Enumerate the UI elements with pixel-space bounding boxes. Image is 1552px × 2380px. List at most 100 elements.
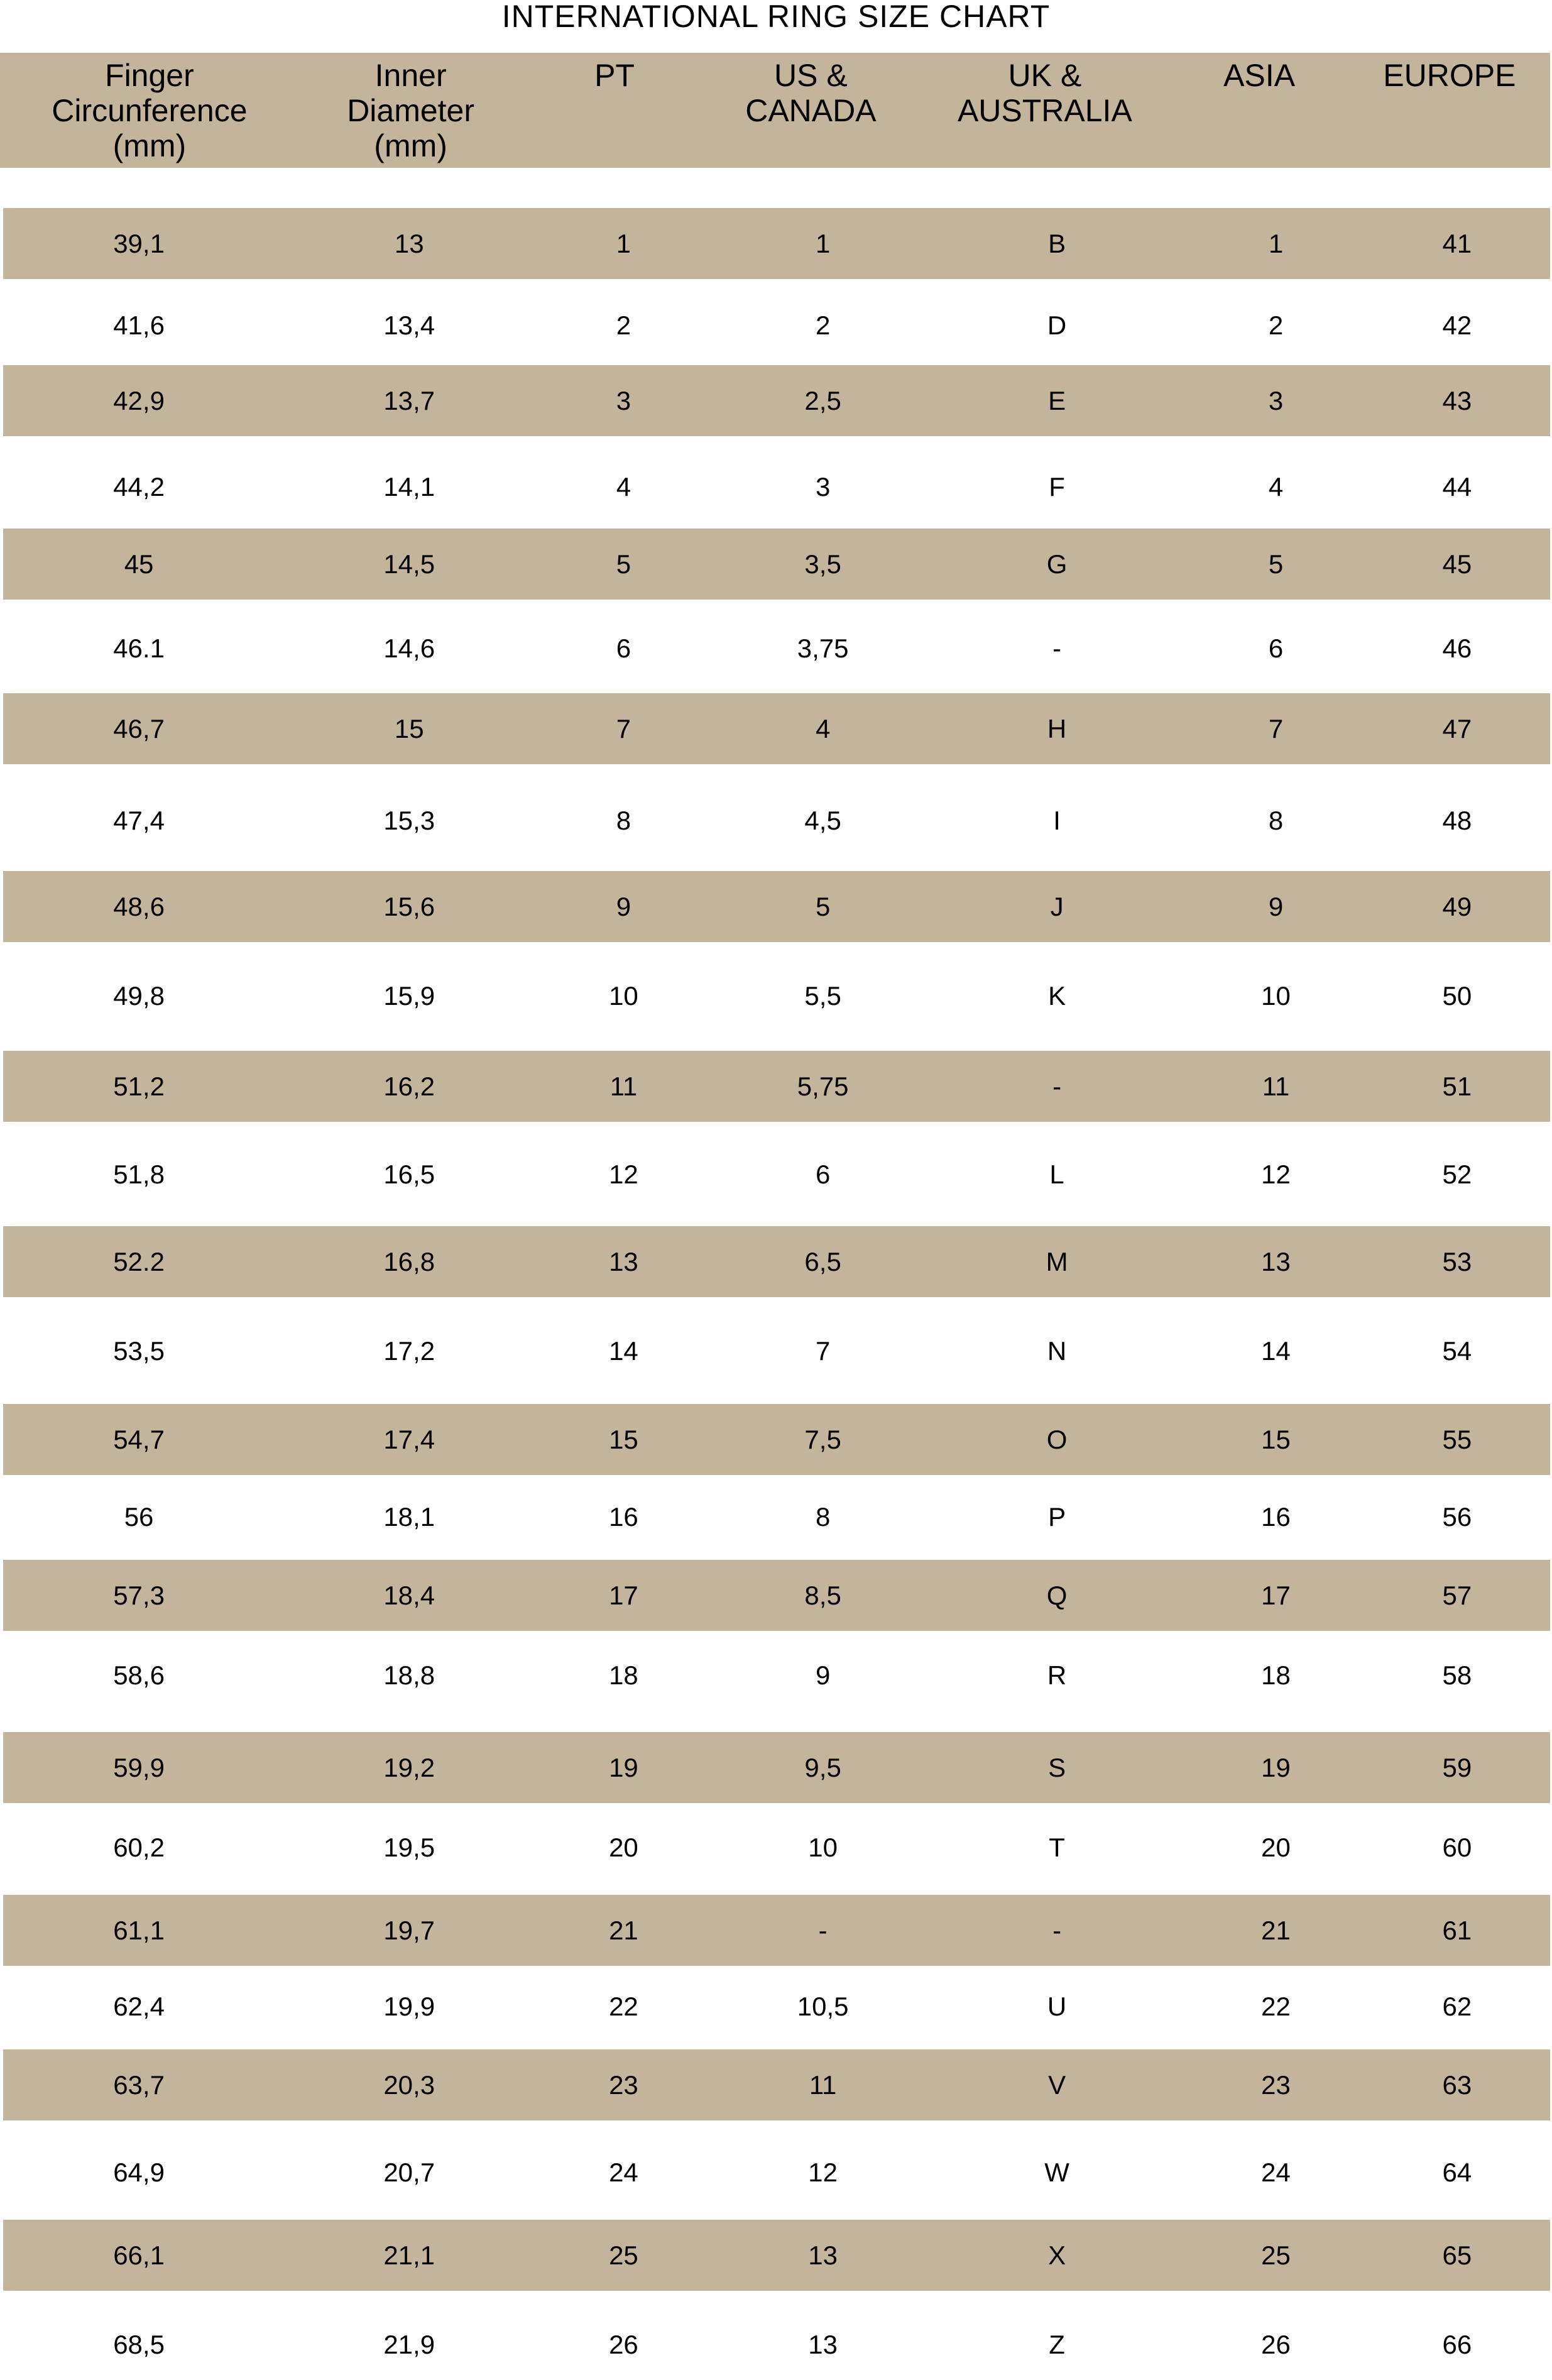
cell-asia: 11	[1262, 1072, 1290, 1102]
cell-inner-diameter: 18,8	[383, 1660, 435, 1691]
table-row: 47,4 15,3 8 4,5 I 8 48	[3, 785, 1550, 856]
cell-finger-circumference: 48,6	[113, 892, 165, 922]
cell-us-canada: 9,5	[804, 1752, 841, 1782]
cell-us-canada: 10,5	[797, 1991, 849, 2021]
cell-finger-circumference: 45	[124, 549, 154, 579]
cell-uk-australia: I	[1053, 806, 1061, 836]
cell-uk-australia: Q	[1046, 1580, 1068, 1610]
cell-us-canada: 6,5	[804, 1246, 841, 1276]
cell-inner-diameter: 14,5	[383, 549, 435, 579]
cell-us-canada: 5,5	[804, 980, 841, 1011]
table-row: 46.1 14,6 6 3,75 - 6 46	[3, 613, 1550, 684]
cell-asia: 7	[1268, 713, 1284, 743]
cell-pt: 8	[616, 806, 631, 836]
cell-inner-diameter: 14,6	[383, 633, 435, 664]
table-row: 53,5 17,2 14 7 N 14 54	[3, 1315, 1550, 1386]
cell-finger-circumference: 39,1	[113, 229, 165, 259]
cell-asia: 21	[1261, 1916, 1291, 1946]
cell-finger-circumference: 47,4	[113, 806, 165, 836]
cell-inner-diameter: 14,1	[383, 472, 435, 502]
cell-inner-diameter: 17,4	[383, 1425, 435, 1455]
cell-pt: 21	[609, 1916, 638, 1946]
cell-finger-circumference: 52.2	[113, 1246, 165, 1276]
table-row: 51,8 16,5 12 6 L 12 52	[3, 1139, 1550, 1210]
cell-finger-circumference: 63,7	[113, 2070, 165, 2100]
cell-us-canada: 4,5	[804, 806, 841, 836]
cell-uk-australia: M	[1046, 1246, 1068, 1276]
table-row: 61,1 19,7 21 - - 21 61	[3, 1895, 1550, 1966]
cell-uk-australia: S	[1048, 1752, 1066, 1782]
cell-pt: 9	[616, 892, 631, 922]
cell-pt: 3	[616, 386, 631, 416]
cell-finger-circumference: 51,8	[113, 1159, 165, 1189]
cell-uk-australia: E	[1048, 386, 1066, 416]
cell-finger-circumference: 61,1	[113, 1916, 165, 1946]
cell-europe: 50	[1442, 980, 1472, 1011]
cell-pt: 15	[609, 1425, 638, 1455]
table-row: 63,7 20,3 23 11 V 23 63	[3, 2049, 1550, 2120]
cell-asia: 2	[1268, 310, 1284, 341]
cell-inner-diameter: 16,2	[383, 1072, 435, 1102]
cell-inner-diameter: 15,3	[383, 806, 435, 836]
cell-uk-australia: -	[1052, 1072, 1062, 1102]
table-row: 66,1 21,1 25 13 X 25 65	[3, 2220, 1550, 2291]
cell-asia: 16	[1261, 1502, 1291, 1532]
column-header-finger-circumference: Finger Circunference (mm)	[52, 58, 248, 163]
cell-europe: 57	[1442, 1580, 1472, 1610]
table-row: 42,9 13,7 3 2,5 E 3 43	[3, 365, 1550, 437]
cell-us-canada: 3	[815, 472, 831, 502]
cell-uk-australia: J	[1050, 892, 1064, 922]
cell-asia: 6	[1268, 633, 1284, 664]
cell-inner-diameter: 15,6	[383, 892, 435, 922]
cell-us-canada: 2	[815, 310, 831, 341]
table-row: 68,5 21,9 26 13 Z 26 66	[3, 2309, 1550, 2380]
cell-inner-diameter: 13,4	[383, 310, 435, 341]
cell-pt: 10	[609, 980, 638, 1011]
cell-uk-australia: K	[1048, 980, 1066, 1011]
table-row: 56 18,1 16 8 P 16 56	[3, 1481, 1550, 1552]
cell-us-canada: 13	[808, 2329, 838, 2359]
cell-pt: 7	[616, 713, 631, 743]
column-header-pt: PT	[594, 58, 635, 93]
cell-europe: 61	[1442, 1916, 1472, 1946]
cell-us-canada: 12	[808, 2157, 838, 2187]
cell-pt: 5	[616, 549, 631, 579]
cell-us-canada: 5,75	[797, 1072, 849, 1102]
cell-finger-circumference: 44,2	[113, 472, 165, 502]
cell-inner-diameter: 19,9	[383, 1991, 435, 2021]
cell-uk-australia: X	[1048, 2240, 1066, 2271]
cell-pt: 2	[616, 310, 631, 341]
table-row: 41,6 13,4 2 2 D 2 42	[3, 290, 1550, 361]
cell-asia: 1	[1268, 229, 1284, 259]
cell-finger-circumference: 51,2	[113, 1072, 165, 1102]
cell-pt: 24	[609, 2157, 638, 2187]
table-row: 51,2 16,2 11 5,75 - 11 51	[3, 1051, 1550, 1122]
cell-pt: 19	[609, 1752, 638, 1782]
cell-uk-australia: P	[1048, 1502, 1066, 1532]
cell-finger-circumference: 59,9	[113, 1752, 165, 1782]
cell-europe: 42	[1442, 310, 1472, 341]
cell-asia: 13	[1261, 1246, 1291, 1276]
cell-uk-australia: T	[1049, 1833, 1065, 1863]
cell-europe: 47	[1442, 713, 1472, 743]
cell-pt: 1	[616, 229, 631, 259]
cell-finger-circumference: 58,6	[113, 1660, 165, 1691]
cell-uk-australia: Z	[1049, 2329, 1065, 2359]
table-row: 49,8 15,9 10 5,5 K 10 50	[3, 960, 1550, 1031]
cell-uk-australia: H	[1047, 713, 1067, 743]
cell-europe: 55	[1442, 1425, 1472, 1455]
cell-uk-australia: F	[1049, 472, 1065, 502]
cell-us-canada: 4	[815, 713, 831, 743]
cell-uk-australia: R	[1047, 1660, 1067, 1691]
cell-europe: 46	[1442, 633, 1472, 664]
cell-europe: 56	[1442, 1502, 1472, 1532]
cell-finger-circumference: 56	[124, 1502, 154, 1532]
cell-inner-diameter: 19,5	[383, 1833, 435, 1863]
cell-uk-australia: -	[1052, 633, 1062, 664]
cell-pt: 11	[609, 1072, 638, 1102]
cell-us-canada: 7,5	[804, 1425, 841, 1455]
cell-asia: 5	[1268, 549, 1284, 579]
cell-uk-australia: L	[1049, 1159, 1064, 1189]
cell-inner-diameter: 17,2	[383, 1335, 435, 1366]
cell-europe: 53	[1442, 1246, 1472, 1276]
